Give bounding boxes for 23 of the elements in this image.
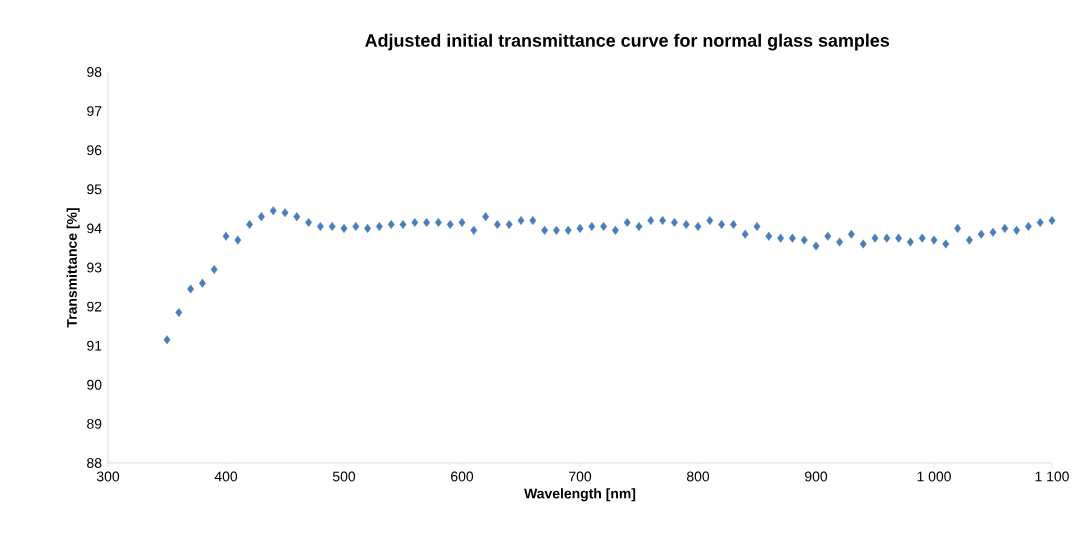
y-axis-title: Transmittance [%] bbox=[66, 208, 80, 328]
x-tick-label: 900 bbox=[805, 471, 828, 482]
x-tick-label: 400 bbox=[214, 471, 238, 482]
x-tick-label: 500 bbox=[332, 471, 356, 482]
x-tick-label: 800 bbox=[686, 471, 710, 482]
y-tick-label: 97 bbox=[87, 106, 102, 117]
x-tick-label: 600 bbox=[451, 471, 474, 482]
x-tick-label: 1 100 bbox=[1035, 471, 1069, 482]
x-axis-title: Wavelength [nm] bbox=[524, 488, 636, 502]
x-tick-label: 300 bbox=[96, 471, 120, 482]
y-tick-label: 88 bbox=[87, 458, 102, 468]
y-tick-label: 89 bbox=[87, 418, 102, 429]
y-tick-label: 91 bbox=[87, 340, 102, 351]
y-tick-label: 96 bbox=[87, 145, 102, 156]
x-tick-label: 1 000 bbox=[917, 471, 951, 482]
y-tick-label: 94 bbox=[87, 223, 102, 234]
y-tick-label: 93 bbox=[87, 262, 102, 273]
y-tick-label: 98 bbox=[87, 67, 102, 77]
y-tick-label: 90 bbox=[87, 379, 102, 390]
chart-title: Adjusted initial transmittance curve for normal glass samples bbox=[365, 33, 890, 51]
y-tick-label: 92 bbox=[87, 301, 102, 312]
x-tick-label: 700 bbox=[569, 471, 592, 482]
y-tick-label: 95 bbox=[87, 184, 102, 195]
